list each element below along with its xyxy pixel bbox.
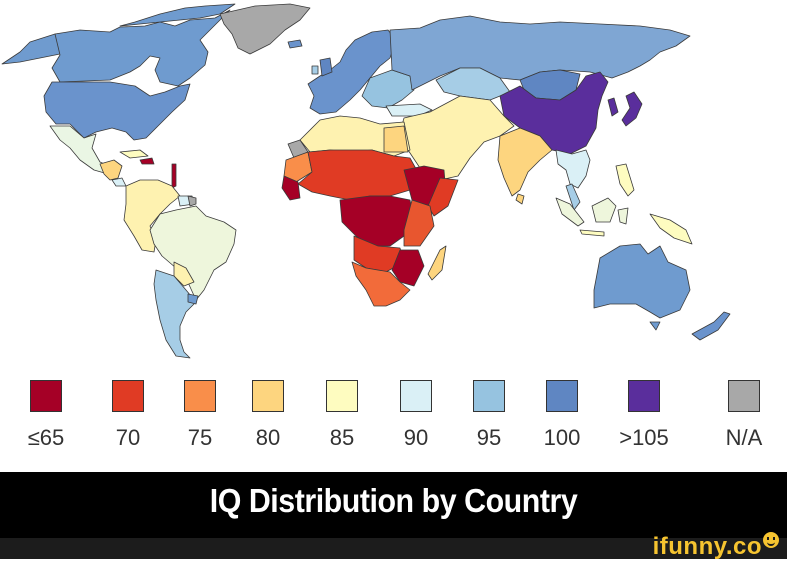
- region-madagascar: [427, 245, 447, 281]
- region-tasmania: [649, 321, 661, 331]
- legend-item-na: N/A: [714, 380, 774, 450]
- legend-label: ≤65: [27, 425, 65, 450]
- region-uk: [319, 57, 333, 77]
- legend: ≤65 70 75 80 85 90 95 100 >105 N/A: [0, 380, 787, 460]
- legend-item-75: 75: [170, 380, 230, 450]
- watermark-text: ifunny.co: [652, 533, 762, 560]
- legend-swatch: [184, 380, 216, 412]
- title-bar: IQ Distribution by Country: [0, 472, 787, 538]
- legend-label: 100: [543, 425, 581, 450]
- legend-swatch: [252, 380, 284, 412]
- legend-swatch: [628, 380, 660, 412]
- region-canada-islands: [119, 3, 236, 27]
- region-sri-lanka: [515, 193, 525, 205]
- legend-swatch: [400, 380, 432, 412]
- region-usa: [43, 81, 191, 141]
- region-uruguay: [187, 293, 199, 305]
- region-sumatra: [555, 197, 585, 227]
- region-png: [649, 213, 693, 245]
- legend-swatch: [728, 380, 760, 412]
- legend-swatch: [546, 380, 578, 412]
- region-southern-africa: [351, 261, 411, 307]
- region-iceland: [287, 39, 303, 49]
- region-hispaniola: [139, 157, 155, 165]
- region-ireland: [311, 65, 319, 75]
- region-malay-peninsula: [565, 183, 581, 211]
- world-map: [1, 3, 731, 359]
- legend-label: 80: [255, 425, 281, 450]
- region-russia: [389, 15, 691, 91]
- region-east-africa: [403, 199, 435, 247]
- region-borneo: [591, 197, 617, 223]
- legend-label: 85: [329, 425, 355, 450]
- legend-item-gt105: >105: [614, 380, 674, 450]
- region-sahel: [297, 149, 421, 201]
- region-northern-south-america: [123, 179, 181, 253]
- legend-label: 75: [187, 425, 213, 450]
- region-brazil: [149, 205, 237, 301]
- region-greenland: [219, 3, 311, 55]
- region-canada: [51, 9, 231, 87]
- region-new-zealand: [691, 311, 731, 341]
- region-paraguay: [173, 261, 195, 287]
- region-india: [497, 127, 553, 197]
- region-western-europe: [307, 29, 397, 115]
- region-mauritania: [283, 151, 313, 183]
- region-philippines: [615, 163, 635, 197]
- region-egypt: [383, 125, 409, 153]
- region-sulawesi: [617, 207, 629, 225]
- legend-label: 70: [115, 425, 141, 450]
- region-french-guiana: [187, 195, 197, 207]
- region-lesser-antilles: [171, 163, 177, 189]
- legend-item-le65: ≤65: [16, 380, 76, 450]
- legend-label: 95: [476, 425, 502, 450]
- region-java: [579, 229, 605, 237]
- legend-swatch: [326, 380, 358, 412]
- smiley-icon: [763, 532, 779, 548]
- caption-title: IQ Distribution by Country: [209, 482, 578, 519]
- legend-item-80: 80: [238, 380, 298, 450]
- legend-item-85: 85: [312, 380, 372, 450]
- legend-swatch: [112, 380, 144, 412]
- region-japan: [621, 91, 643, 127]
- region-mozambique-zimbabwe: [391, 249, 425, 287]
- region-korea: [607, 97, 619, 117]
- legend-item-95: 95: [459, 380, 519, 450]
- legend-label: >105: [619, 425, 669, 450]
- region-australia: [593, 243, 691, 319]
- region-cuba: [119, 149, 149, 159]
- region-central-africa: [339, 195, 415, 247]
- region-panama: [111, 177, 127, 187]
- ifunny-watermark[interactable]: ifunny.co: [653, 532, 779, 561]
- footer-bar: ifunny.co: [0, 532, 787, 560]
- legend-item-100: 100: [532, 380, 592, 450]
- legend-label: 90: [403, 425, 429, 450]
- region-southeast-asia: [555, 149, 591, 189]
- region-somalia: [427, 177, 459, 217]
- legend-label: N/A: [725, 425, 763, 450]
- legend-swatch: [473, 380, 505, 412]
- region-central-america: [99, 159, 123, 181]
- region-middle-east: [399, 95, 515, 181]
- region-west-africa-coast: [281, 175, 301, 201]
- legend-item-70: 70: [98, 380, 158, 450]
- legend-item-90: 90: [386, 380, 446, 450]
- legend-swatch: [30, 380, 62, 412]
